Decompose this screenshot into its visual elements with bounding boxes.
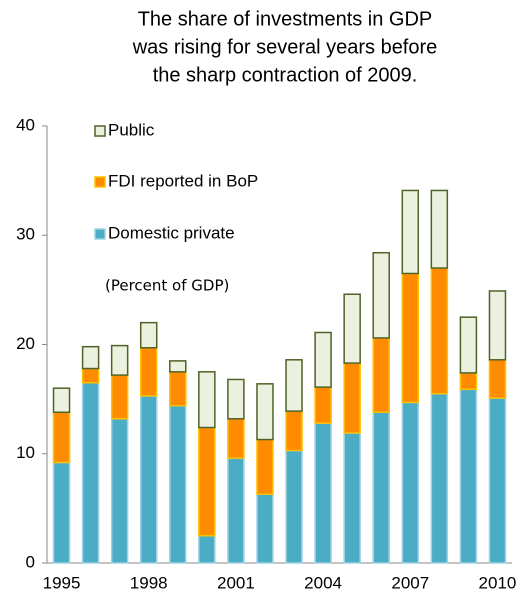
x-tick-label: 1995 [43, 573, 81, 592]
bar-segment [227, 457, 245, 564]
x-tick-label: 2010 [479, 573, 517, 592]
bar-segment [430, 392, 449, 564]
bar-segment [169, 360, 187, 373]
bar-segment [52, 461, 71, 564]
bar-segment [343, 293, 361, 364]
bar-segment [169, 404, 187, 564]
x-tick-label: 2004 [304, 573, 342, 592]
bar-segment [430, 267, 449, 395]
bar-segment [372, 411, 390, 564]
bar-segment [198, 534, 216, 564]
bar-segment [488, 397, 507, 564]
y-tick-label: 20 [16, 334, 35, 353]
bar-segment [459, 316, 478, 374]
bar-segment [139, 321, 158, 349]
bar-segment [256, 493, 274, 564]
bar-segment [314, 331, 332, 388]
bar-segment [81, 367, 100, 384]
bar-segment [343, 432, 361, 564]
bar-segment [227, 418, 245, 459]
bar-segment [314, 422, 332, 564]
bar-segment [372, 337, 390, 413]
legend-label: Public [108, 120, 155, 139]
bar-segment [81, 345, 100, 370]
bar-segment [256, 438, 274, 495]
bar-segment [285, 359, 303, 412]
chart-title: The share of investments in GDP [138, 8, 433, 30]
bar-segment [459, 372, 478, 391]
bar-segment [256, 383, 274, 441]
y-tick-label: 10 [16, 443, 35, 462]
bar-segment [314, 386, 332, 424]
bar-segment [285, 449, 303, 564]
bar-segment [401, 272, 420, 404]
x-tick-label: 2001 [217, 573, 255, 592]
bar-segment [110, 418, 129, 564]
x-tick-label: 2007 [391, 573, 429, 592]
annotation: (Percent of GDP) [105, 277, 229, 295]
bar-segment [227, 378, 245, 420]
x-tick-label: 1998 [130, 573, 168, 592]
bar-segment [110, 344, 129, 376]
y-tick-label: 0 [26, 552, 35, 571]
bar-segment [169, 371, 187, 407]
bar-segment [81, 381, 100, 564]
chart-title: the sharp contraction of 2009. [153, 64, 418, 86]
legend-swatch [94, 125, 106, 137]
y-tick-label: 30 [16, 225, 35, 244]
bar-segment [52, 387, 71, 413]
bar-segment [488, 359, 507, 399]
legend-swatch [94, 176, 106, 188]
bar-segment [139, 395, 158, 564]
bar-segment [459, 388, 478, 564]
bar-segment [343, 362, 361, 434]
bar-segment [401, 189, 420, 275]
bar-segment [401, 401, 420, 564]
bar-segment [52, 411, 71, 464]
legend-swatch [94, 228, 106, 240]
legend-label: Domestic private [108, 223, 235, 242]
bar-segment [372, 251, 390, 339]
y-tick-label: 40 [16, 115, 35, 134]
bar-segment [430, 189, 449, 269]
bar-segment [285, 410, 303, 452]
legend-label: FDI reported in BoP [108, 171, 258, 190]
bar-segment [198, 371, 216, 429]
bar-segment [488, 290, 507, 361]
bar-segment [139, 347, 158, 397]
chart-title: was rising for several years before [132, 36, 438, 58]
bar-segment [110, 374, 129, 420]
bar-segment [198, 426, 216, 537]
